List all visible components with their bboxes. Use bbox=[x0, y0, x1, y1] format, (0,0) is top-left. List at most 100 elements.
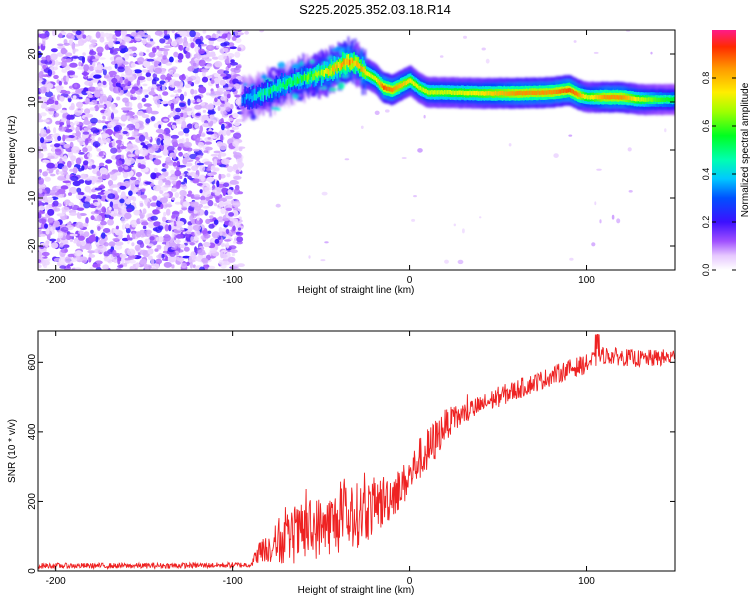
noise-blob bbox=[163, 45, 172, 49]
noise-speck bbox=[596, 168, 602, 171]
noise-blob bbox=[53, 220, 60, 228]
noise-blob bbox=[54, 112, 60, 117]
colorbar-gradient bbox=[712, 30, 736, 270]
noise-blob bbox=[147, 243, 154, 247]
noise-blob bbox=[196, 182, 203, 186]
noise-blob bbox=[115, 81, 121, 88]
ridge-cell bbox=[326, 67, 328, 75]
noise-blob bbox=[122, 171, 129, 179]
noise-blob bbox=[109, 201, 114, 209]
noise-blob bbox=[55, 191, 60, 196]
ridge-cell bbox=[541, 90, 544, 95]
noise-blob bbox=[205, 35, 212, 39]
noise-blob bbox=[204, 209, 209, 216]
noise-blob bbox=[194, 123, 199, 129]
noise-blob bbox=[220, 152, 227, 157]
noise-blob bbox=[58, 188, 66, 195]
noise-blob bbox=[88, 66, 95, 72]
ridge-cell bbox=[446, 90, 449, 95]
noise-blob bbox=[233, 121, 241, 127]
noise-blob bbox=[189, 37, 193, 42]
noise-blob bbox=[130, 89, 136, 94]
noise-blob bbox=[154, 60, 160, 65]
noise-blob bbox=[220, 251, 224, 259]
noise-blob bbox=[223, 70, 229, 74]
noise-blob bbox=[153, 159, 162, 166]
noise-blob bbox=[60, 177, 67, 181]
noise-blob bbox=[38, 96, 42, 100]
ridge-cell bbox=[441, 90, 443, 95]
noise-blob bbox=[116, 96, 121, 101]
ridge-cell bbox=[660, 97, 663, 102]
noise-blob bbox=[127, 253, 134, 256]
noise-blob bbox=[111, 103, 116, 111]
noise-blob bbox=[63, 143, 70, 149]
ridge-cell bbox=[640, 97, 643, 102]
ridge-cell bbox=[330, 68, 333, 75]
ridge-cell bbox=[671, 97, 674, 102]
noise-blob bbox=[124, 53, 130, 57]
noise-blob bbox=[59, 158, 63, 165]
noise-blob bbox=[38, 196, 46, 201]
noise-blob bbox=[66, 114, 72, 121]
noise-blob bbox=[39, 233, 47, 237]
noise-blob bbox=[138, 182, 143, 187]
noise-blob bbox=[107, 66, 112, 71]
ridge-cell bbox=[527, 90, 529, 96]
noise-blob bbox=[101, 206, 106, 213]
noise-blob bbox=[224, 239, 232, 242]
noise-blob bbox=[129, 53, 138, 57]
noise-blob bbox=[210, 153, 220, 157]
noise-blob bbox=[56, 238, 61, 243]
noise-blob bbox=[235, 222, 241, 228]
noise-blob bbox=[174, 170, 182, 177]
ridge-cell bbox=[309, 74, 311, 80]
noise-blob bbox=[205, 196, 210, 202]
noise-speck bbox=[444, 259, 449, 264]
noise-blob bbox=[170, 102, 175, 110]
noise-blob bbox=[175, 118, 184, 125]
noise-blob bbox=[85, 217, 89, 224]
noise-blob bbox=[38, 210, 46, 215]
colorbar-tick-label: 0.2 bbox=[701, 216, 711, 229]
ridge-cell bbox=[511, 91, 514, 96]
noise-blob bbox=[211, 189, 217, 193]
ridge-cell bbox=[293, 76, 296, 84]
ridge-cell bbox=[390, 87, 392, 92]
noise-blob bbox=[232, 225, 236, 231]
noise-blob bbox=[58, 126, 67, 132]
noise-blob bbox=[175, 107, 182, 113]
noise-blob bbox=[183, 91, 187, 97]
noise-blob bbox=[56, 87, 62, 93]
noise-blob bbox=[86, 113, 94, 118]
ridge-cell bbox=[473, 90, 476, 96]
ridge-cell bbox=[490, 91, 493, 96]
noise-blob bbox=[66, 160, 72, 168]
noise-blob bbox=[178, 164, 187, 168]
noise-blob bbox=[181, 120, 187, 128]
noise-blob bbox=[168, 224, 172, 232]
ridge-cell bbox=[303, 73, 306, 81]
noise-blob bbox=[120, 182, 127, 186]
ridge-cell bbox=[431, 90, 433, 95]
spectral-ridge bbox=[239, 36, 675, 122]
noise-blob bbox=[194, 229, 201, 237]
ridge-cell bbox=[353, 60, 355, 68]
ridge-cell bbox=[329, 70, 331, 76]
noise-blob bbox=[109, 74, 114, 78]
noise-blob bbox=[216, 30, 222, 35]
noise-blob bbox=[179, 112, 184, 118]
noise-blob bbox=[74, 267, 82, 270]
noise-blob bbox=[63, 244, 70, 248]
noise-blob bbox=[152, 195, 158, 201]
ridge-cell bbox=[496, 91, 498, 96]
noise-blob bbox=[202, 190, 212, 198]
noise-blob bbox=[220, 207, 226, 215]
noise-blob bbox=[99, 36, 105, 43]
ridge-cell bbox=[520, 90, 522, 96]
noise-blob bbox=[60, 226, 69, 232]
noise-blob bbox=[201, 257, 209, 263]
ridge-cell bbox=[460, 90, 463, 96]
noise-blob bbox=[220, 242, 225, 248]
noise-blob bbox=[186, 168, 191, 171]
